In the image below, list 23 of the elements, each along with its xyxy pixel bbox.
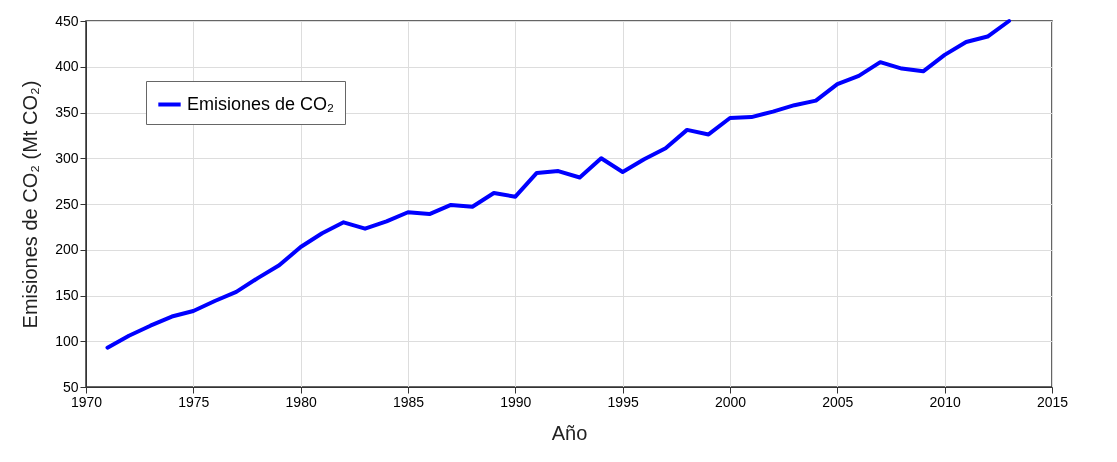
x-axis-title: Año — [551, 421, 588, 444]
y-tick-label: 350 — [55, 104, 79, 120]
y-tick-label: 150 — [55, 287, 79, 303]
x-tick-label: 2015 — [1036, 393, 1069, 410]
x-tick-label: 1970 — [70, 393, 103, 410]
legend-label: Emisiones de CO₂ — [187, 93, 335, 114]
x-tick-label: 1990 — [500, 393, 532, 410]
x-tick-label: 1995 — [607, 393, 639, 410]
line-series — [105, 19, 1012, 350]
y-tick-label: 400 — [55, 58, 79, 75]
x-tick-label: 1980 — [285, 393, 317, 410]
y-tick-label: 300 — [55, 149, 79, 166]
x-tick-label: 1985 — [392, 393, 425, 410]
x-tick-label: 2005 — [822, 393, 854, 410]
x-tick-label: 2000 — [714, 393, 747, 410]
y-axis-title: Emisiones de CO₂ (Mt CO₂) — [19, 80, 42, 329]
y-tick-label: 250 — [55, 195, 79, 212]
y-tick-label: 100 — [55, 332, 79, 349]
x-tick-label: 2010 — [929, 393, 961, 410]
y-tick-label: 450 — [55, 12, 79, 29]
y-tick-label: 200 — [55, 241, 79, 258]
y-tick-label: 50 — [62, 378, 79, 395]
x-tick-label: 1975 — [178, 393, 210, 410]
